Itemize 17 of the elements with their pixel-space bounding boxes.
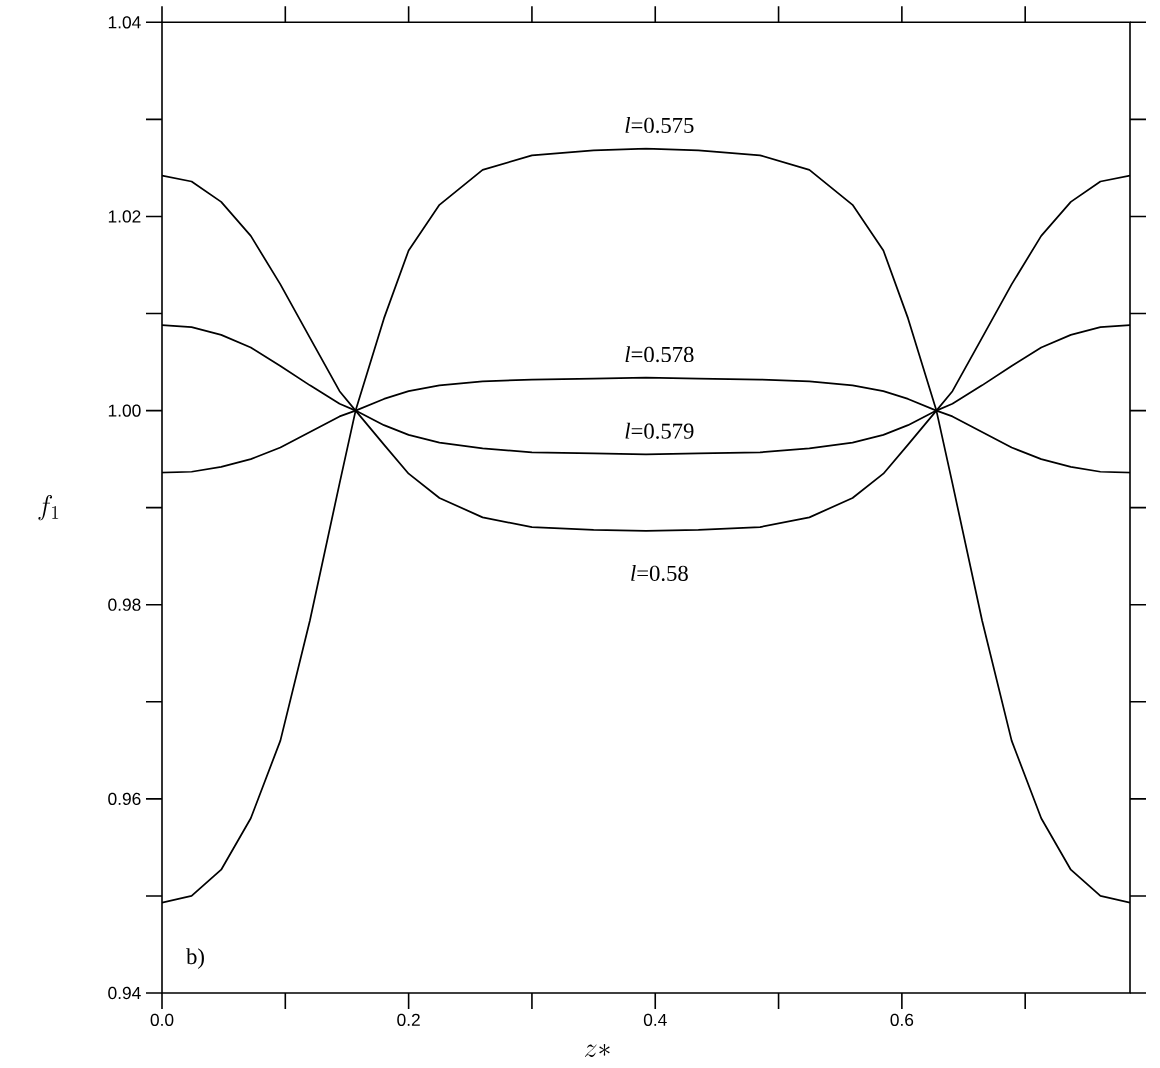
y-tick-label: 0.94 bbox=[108, 986, 141, 1000]
series-label: l=0.58 bbox=[631, 565, 688, 582]
y-tick-label: 0.96 bbox=[108, 792, 141, 805]
annotation: b) bbox=[186, 948, 204, 969]
y-tick-label: 0.98 bbox=[108, 598, 141, 611]
x-tick-label: 0.6 bbox=[890, 1013, 914, 1026]
x-tick-label: 0.0 bbox=[150, 1013, 174, 1026]
y-tick-label: 1.02 bbox=[108, 210, 141, 223]
x-tick-label: 0.2 bbox=[397, 1013, 420, 1026]
y-tick-label: 1.04 bbox=[108, 16, 141, 29]
y-tick-label: 1.00 bbox=[108, 404, 141, 417]
x-tick-label: 0.4 bbox=[643, 1013, 667, 1026]
x-axis-title: $z*$ bbox=[584, 1043, 610, 1058]
series-label: l=0.575 bbox=[625, 117, 694, 134]
y-axis-title: $f_1$ bbox=[38, 495, 59, 521]
series-label: l=0.579 bbox=[625, 422, 694, 439]
series-label: l=0.578 bbox=[625, 346, 694, 363]
